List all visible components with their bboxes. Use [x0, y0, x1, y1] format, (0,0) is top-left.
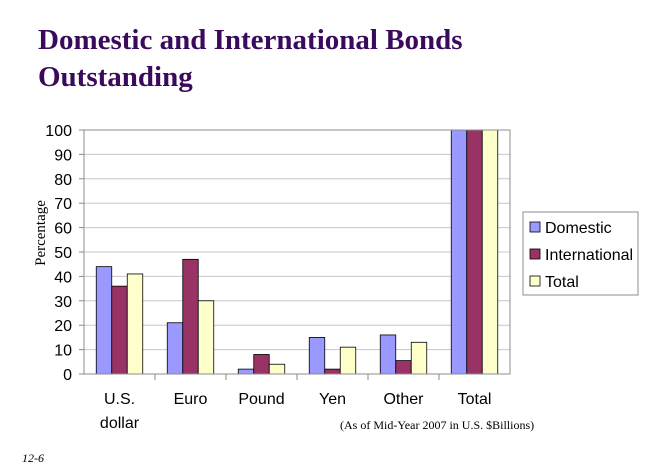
bar-international-4: [395, 360, 412, 375]
bar-total-0: [126, 273, 144, 375]
bar-domestic-2: [237, 368, 255, 375]
bar-domestic-4: [379, 334, 397, 375]
legend-label-total: Total: [545, 274, 579, 291]
y-tick-label: 10: [54, 343, 72, 360]
bar-domestic-0: [95, 266, 113, 375]
bar-total-1: [197, 300, 215, 375]
x-tick-label: dollar: [100, 415, 140, 432]
x-tick-label: Total: [458, 391, 492, 408]
x-tick-label: Euro: [174, 391, 208, 408]
legend-swatch-total: [529, 275, 541, 287]
bar-domestic-3: [308, 336, 326, 375]
x-axis-labels: U.S. dollar Euro Pound Yen Other Total: [100, 391, 491, 432]
bar-domestic-5: [450, 129, 468, 375]
bar-international-1: [182, 258, 199, 375]
bar-total-3: [339, 346, 357, 375]
gridlines: [84, 129, 510, 375]
x-tick-label: Yen: [319, 391, 346, 408]
y-tick-label: 70: [54, 196, 72, 213]
y-tick-label: 100: [45, 123, 72, 140]
bar-international-3: [324, 368, 341, 375]
y-axis-ticks: 0 10 20 30 40 50 60 70 80 90 100: [45, 123, 84, 384]
y-tick-label: 90: [54, 147, 72, 164]
legend-box: [522, 211, 639, 296]
y-tick-label: 60: [54, 221, 72, 238]
footnote: (As of Mid-Year 2007 in U.S. $Billions): [340, 418, 535, 432]
chart-title: Domestic and International Bonds Outstan…: [38, 24, 463, 93]
y-tick-label: 0: [63, 367, 72, 384]
bar-international-0: [111, 285, 128, 375]
y-tick-label: 30: [54, 294, 72, 311]
bar-international-2: [253, 354, 270, 375]
y-tick-label: 80: [54, 172, 72, 189]
x-tick-label: U.S.: [104, 391, 135, 408]
y-tick-label: 50: [54, 245, 72, 262]
y-tick-label: 40: [54, 269, 72, 286]
legend: Domestic International Total: [522, 211, 639, 296]
bar-international-5: [466, 129, 483, 375]
axes: [83, 129, 511, 380]
x-tick-label: Other: [383, 391, 424, 408]
bar-total-4: [410, 341, 428, 375]
slide-number: 12-6: [22, 451, 44, 465]
x-tick-label: Pound: [238, 391, 284, 408]
legend-swatch-domestic: [529, 221, 541, 233]
bar-domestic-1: [166, 322, 184, 375]
legend-swatch-international: [529, 248, 541, 260]
y-tick-label: 20: [54, 318, 72, 335]
legend-label-international: International: [545, 247, 633, 264]
y-axis-label: Percentage: [33, 200, 49, 266]
legend-label-domestic: Domestic: [545, 220, 612, 237]
bar-total-2: [268, 363, 286, 375]
bar-total-5: [481, 129, 499, 375]
